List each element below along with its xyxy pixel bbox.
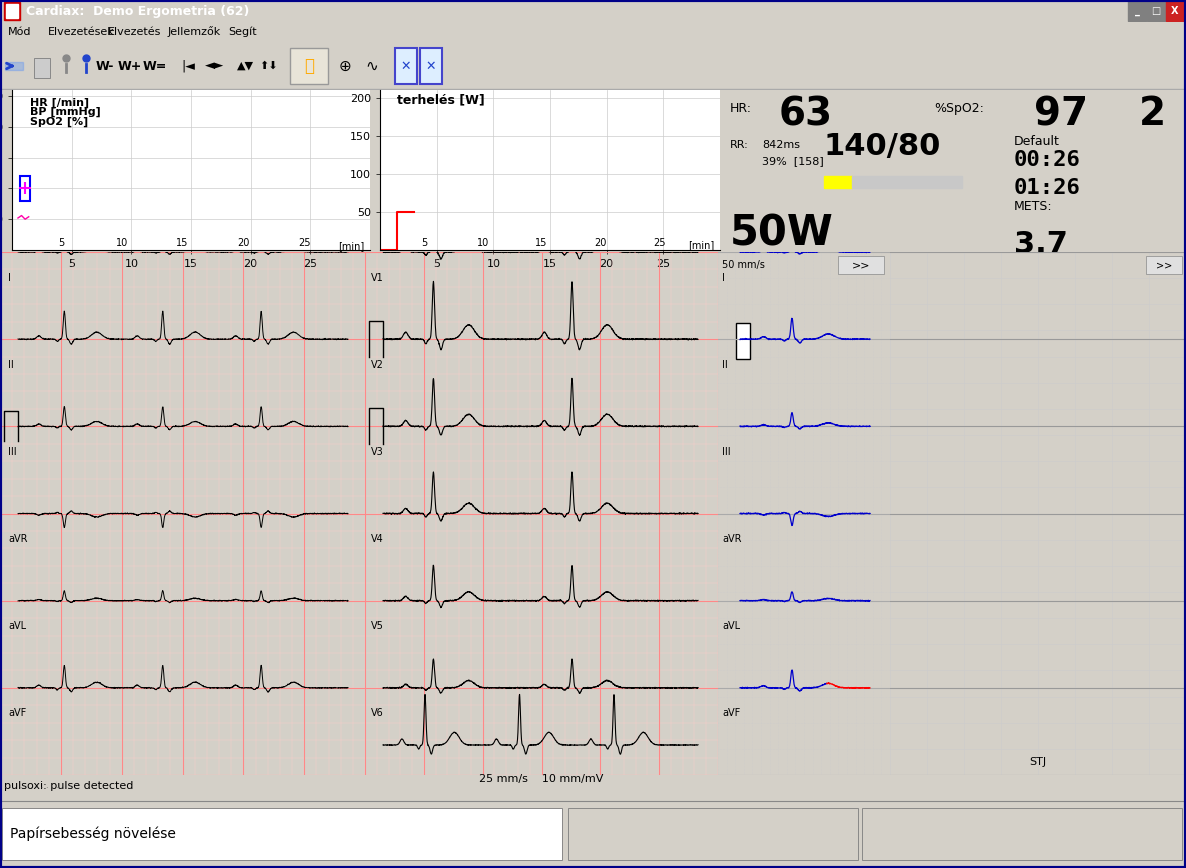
Text: |◄: |◄ bbox=[181, 60, 195, 73]
Text: 3.7: 3.7 bbox=[1014, 230, 1067, 259]
Text: BP [mmHg]: BP [mmHg] bbox=[30, 108, 101, 117]
Text: 20: 20 bbox=[594, 238, 606, 248]
Text: STJ: STJ bbox=[1029, 757, 1046, 767]
Text: METS:: METS: bbox=[1014, 200, 1053, 213]
Text: pulsoxi: pulse detected: pulsoxi: pulse detected bbox=[4, 781, 133, 791]
Text: 5: 5 bbox=[58, 238, 64, 248]
Text: ⊕: ⊕ bbox=[339, 58, 351, 74]
Text: Default: Default bbox=[1014, 135, 1060, 148]
Bar bbox=[568, 808, 857, 860]
Text: II: II bbox=[722, 359, 728, 370]
Bar bbox=[20, 176, 30, 201]
Text: Cardiax:  Demo Ergometria (62): Cardiax: Demo Ergometria (62) bbox=[26, 4, 249, 17]
Bar bbox=[862, 808, 1182, 860]
Bar bbox=[2, 808, 562, 860]
Text: 50W: 50W bbox=[731, 212, 834, 254]
Bar bbox=[5, 62, 23, 70]
Text: >>: >> bbox=[1156, 260, 1172, 270]
Text: ⬆⬇: ⬆⬇ bbox=[259, 61, 278, 71]
Text: terhelés [W]: terhelés [W] bbox=[397, 94, 485, 107]
Text: I: I bbox=[722, 273, 725, 282]
Text: X: X bbox=[1172, 6, 1179, 16]
Bar bbox=[737, 323, 750, 359]
Text: 25: 25 bbox=[298, 238, 311, 248]
Text: W-: W- bbox=[96, 60, 114, 73]
Text: 97: 97 bbox=[1034, 95, 1088, 133]
Bar bbox=[852, 176, 962, 188]
Bar bbox=[420, 48, 442, 84]
Text: Mód: Mód bbox=[8, 27, 32, 37]
Text: 842ms: 842ms bbox=[761, 140, 801, 150]
Bar bbox=[824, 176, 852, 188]
Text: 5: 5 bbox=[421, 238, 427, 248]
Bar bbox=[6, 4, 18, 18]
Text: SpO2 [%]: SpO2 [%] bbox=[30, 117, 88, 128]
Text: 15: 15 bbox=[177, 238, 189, 248]
Text: HR:: HR: bbox=[731, 102, 752, 115]
Text: Elvezetések: Elvezetések bbox=[47, 27, 115, 37]
Text: III: III bbox=[8, 447, 17, 457]
Text: 25 mm/s    10 mm/mV: 25 mm/s 10 mm/mV bbox=[479, 774, 604, 784]
Text: · · · · · · · · · · · ·: · · · · · · · · · · · · bbox=[4, 784, 66, 793]
Text: V4: V4 bbox=[371, 534, 384, 544]
Text: 50 mm/s: 50 mm/s bbox=[722, 260, 765, 270]
Text: III: III bbox=[722, 447, 731, 457]
Text: ◄►: ◄► bbox=[205, 60, 224, 73]
Text: aVR: aVR bbox=[722, 534, 741, 544]
Text: 01:26: 01:26 bbox=[1014, 178, 1080, 198]
Text: >>: >> bbox=[852, 260, 871, 270]
Bar bbox=[291, 48, 329, 84]
Text: aVR: aVR bbox=[8, 534, 27, 544]
Text: 25: 25 bbox=[653, 238, 665, 248]
Text: [min]: [min] bbox=[338, 240, 364, 251]
Text: 63: 63 bbox=[779, 95, 833, 133]
Text: aVL: aVL bbox=[722, 621, 740, 631]
Text: V5: V5 bbox=[371, 621, 384, 631]
Bar bbox=[1146, 256, 1182, 274]
Bar bbox=[34, 58, 50, 78]
Text: ✕: ✕ bbox=[426, 60, 436, 73]
Text: aVF: aVF bbox=[722, 708, 740, 719]
Text: %SpO2:: %SpO2: bbox=[935, 102, 984, 115]
Text: 10: 10 bbox=[477, 238, 489, 248]
Text: [min]: [min] bbox=[688, 240, 714, 251]
Text: ✕: ✕ bbox=[401, 60, 412, 73]
Text: 39%  [158]: 39% [158] bbox=[761, 156, 824, 166]
Text: 15: 15 bbox=[535, 238, 548, 248]
Text: 00:26: 00:26 bbox=[1014, 150, 1080, 170]
Text: Jellemzők: Jellemzők bbox=[168, 27, 222, 37]
Text: □: □ bbox=[1152, 6, 1161, 16]
Bar bbox=[395, 48, 417, 84]
Text: _: _ bbox=[1135, 6, 1140, 16]
Text: II: II bbox=[8, 359, 14, 370]
Text: 2: 2 bbox=[1139, 95, 1166, 133]
Text: 10: 10 bbox=[115, 238, 128, 248]
Text: HR [/min]: HR [/min] bbox=[30, 97, 89, 108]
Text: 140/80: 140/80 bbox=[824, 132, 942, 161]
Text: V3: V3 bbox=[371, 447, 384, 457]
Bar bbox=[4, 2, 20, 20]
Text: V2: V2 bbox=[371, 359, 384, 370]
Text: V6: V6 bbox=[371, 708, 384, 719]
Text: ∿: ∿ bbox=[365, 58, 378, 74]
Text: RR:: RR: bbox=[731, 140, 748, 150]
Text: Papírsebesség növelése: Papírsebesség növelése bbox=[9, 826, 176, 841]
Text: 🔊: 🔊 bbox=[304, 57, 314, 75]
Bar bbox=[1147, 1, 1165, 21]
Text: ▲▼: ▲▼ bbox=[236, 61, 254, 71]
Bar bbox=[1166, 1, 1184, 21]
Bar bbox=[839, 256, 884, 274]
Text: Segít: Segít bbox=[228, 27, 256, 37]
Text: V1: V1 bbox=[371, 273, 384, 282]
Text: 20: 20 bbox=[237, 238, 249, 248]
Bar bbox=[1128, 1, 1146, 21]
Text: Elvezetés: Elvezetés bbox=[108, 27, 161, 37]
Text: aVF: aVF bbox=[8, 708, 26, 719]
Text: W=: W= bbox=[142, 60, 167, 73]
Text: aVL: aVL bbox=[8, 621, 26, 631]
Text: I: I bbox=[8, 273, 11, 282]
Text: W+: W+ bbox=[117, 60, 142, 73]
